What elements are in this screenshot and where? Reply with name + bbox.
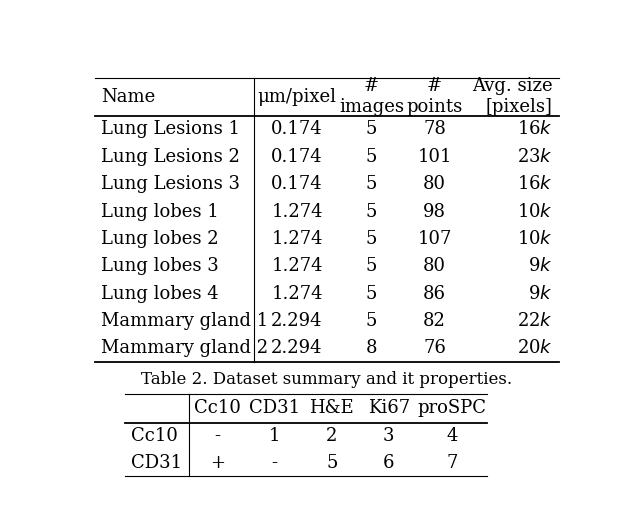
Text: Lung Lesions 1: Lung Lesions 1 [101, 121, 240, 139]
Text: 5: 5 [365, 312, 377, 330]
Text: Ki67: Ki67 [368, 399, 410, 417]
Text: Lung lobes 2: Lung lobes 2 [101, 230, 218, 248]
Text: Cc10: Cc10 [194, 399, 241, 417]
Text: Cc10: Cc10 [131, 427, 177, 446]
Text: CD31: CD31 [131, 454, 182, 472]
Text: 3: 3 [383, 427, 394, 446]
Text: #
points: # points [406, 78, 463, 116]
Text: 5: 5 [365, 175, 377, 193]
Text: CD31: CD31 [249, 399, 300, 417]
Text: 76: 76 [423, 339, 446, 357]
Text: Mammary gland 2: Mammary gland 2 [101, 339, 268, 357]
Text: 2.294: 2.294 [271, 312, 323, 330]
Text: Table 2. Dataset summary and it properties.: Table 2. Dataset summary and it properti… [141, 371, 513, 388]
Text: 5: 5 [365, 121, 377, 139]
Text: 9$k$: 9$k$ [528, 258, 553, 275]
Text: Lung Lesions 2: Lung Lesions 2 [101, 148, 240, 166]
Text: 2: 2 [326, 427, 337, 446]
Text: 5: 5 [365, 258, 377, 275]
Text: 20$k$: 20$k$ [516, 339, 553, 357]
Text: H&E: H&E [309, 399, 354, 417]
Text: 4: 4 [446, 427, 458, 446]
Text: Lung lobes 3: Lung lobes 3 [101, 258, 219, 275]
Text: 5: 5 [365, 148, 377, 166]
Text: 82: 82 [423, 312, 446, 330]
Text: 0.174: 0.174 [271, 148, 323, 166]
Text: 78: 78 [423, 121, 446, 139]
Text: 86: 86 [423, 285, 446, 303]
Text: Mammary gland 1: Mammary gland 1 [101, 312, 268, 330]
Text: 107: 107 [417, 230, 452, 248]
Text: 0.174: 0.174 [271, 121, 323, 139]
Text: 10$k$: 10$k$ [516, 230, 553, 248]
Text: -: - [214, 427, 221, 446]
Text: μm/pixel: μm/pixel [257, 88, 337, 106]
Text: 5: 5 [326, 454, 337, 472]
Text: Lung lobes 1: Lung lobes 1 [101, 202, 219, 220]
Text: Lung Lesions 3: Lung Lesions 3 [101, 175, 240, 193]
Text: 80: 80 [423, 258, 446, 275]
Text: Avg. size
[pixels]: Avg. size [pixels] [472, 78, 553, 116]
Text: 0.174: 0.174 [271, 175, 323, 193]
Text: 23$k$: 23$k$ [516, 148, 553, 166]
Text: 5: 5 [365, 285, 377, 303]
Text: 16$k$: 16$k$ [516, 121, 553, 139]
Text: 1.274: 1.274 [271, 285, 323, 303]
Text: 1: 1 [269, 427, 280, 446]
Text: Lung lobes 4: Lung lobes 4 [101, 285, 218, 303]
Text: Name: Name [101, 88, 155, 106]
Text: 5: 5 [365, 202, 377, 220]
Text: 2.294: 2.294 [271, 339, 323, 357]
Text: 16$k$: 16$k$ [516, 175, 553, 193]
Text: 5: 5 [365, 230, 377, 248]
Text: 98: 98 [423, 202, 446, 220]
Text: 1.274: 1.274 [271, 258, 323, 275]
Text: 10$k$: 10$k$ [516, 202, 553, 220]
Text: proSPC: proSPC [417, 399, 486, 417]
Text: 80: 80 [423, 175, 446, 193]
Text: 9$k$: 9$k$ [528, 285, 553, 303]
Text: 1.274: 1.274 [271, 230, 323, 248]
Text: 7: 7 [446, 454, 458, 472]
Text: #
images: # images [339, 78, 404, 116]
Text: 22$k$: 22$k$ [516, 312, 553, 330]
Text: +: + [210, 454, 225, 472]
Text: 101: 101 [417, 148, 452, 166]
Text: 1.274: 1.274 [271, 202, 323, 220]
Text: 8: 8 [365, 339, 377, 357]
Text: -: - [272, 454, 278, 472]
Text: 6: 6 [383, 454, 394, 472]
